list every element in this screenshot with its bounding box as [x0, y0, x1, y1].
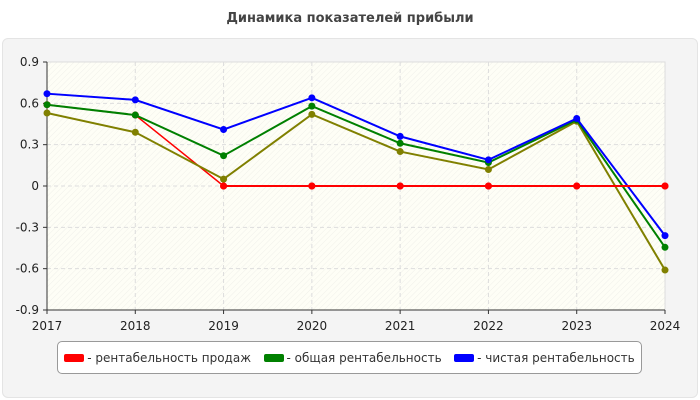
x-tick-label: 2017	[32, 319, 63, 333]
x-tick-label: 2020	[297, 319, 328, 333]
legend-label: - общая рентабельность	[286, 350, 442, 365]
series-line-3	[46, 92, 666, 237]
y-tick-label: -0.9	[16, 303, 39, 317]
legend-label: - рентабельность продаж	[87, 350, 252, 365]
data-point-1	[43, 109, 51, 117]
data-point-1	[484, 165, 492, 173]
data-point-0	[661, 182, 669, 190]
series-line-2	[46, 103, 666, 248]
data-point-1	[308, 110, 316, 118]
data-point-0	[573, 182, 581, 190]
data-point-3	[43, 90, 51, 98]
data-point-1	[661, 266, 669, 274]
data-point-3	[661, 232, 669, 240]
data-point-3	[573, 114, 581, 122]
x-tick-label: 2019	[208, 319, 239, 333]
x-tick-label: 2023	[561, 319, 592, 333]
data-point-3	[220, 126, 228, 134]
legend: - рентабельность продаж - общая рентабел…	[57, 341, 642, 374]
data-point-3	[131, 96, 139, 104]
data-point-3	[484, 156, 492, 164]
legend-item-sales[interactable]: - рентабельность продаж	[64, 351, 251, 365]
legend-swatch	[263, 353, 284, 362]
legend-item-total[interactable]: - общая рентабельность	[263, 350, 442, 365]
legend-swatch	[454, 353, 475, 362]
y-tick-label: 0.3	[20, 138, 39, 152]
data-point-1	[131, 128, 139, 136]
y-tick-label: 0	[31, 179, 39, 193]
legend-item-net[interactable]: - чистая рентабельность	[454, 351, 635, 365]
chart-title: Динамика показателей прибыли	[226, 11, 474, 26]
data-point-2	[131, 111, 139, 119]
data-point-2	[661, 243, 669, 251]
data-point-0	[396, 182, 404, 190]
data-point-2	[43, 101, 51, 109]
series-line-1	[46, 112, 666, 271]
data-point-1	[220, 175, 228, 183]
legend-label: - чистая рентабельность	[477, 350, 635, 365]
y-tick-label: 0.9	[20, 55, 39, 69]
x-tick-label: 2018	[120, 319, 151, 333]
y-tick-label: -0.6	[16, 262, 39, 276]
data-point-2	[396, 139, 404, 147]
legend-swatch	[64, 353, 85, 362]
data-point-0	[308, 182, 316, 190]
data-point-3	[308, 94, 316, 102]
data-point-0	[220, 182, 228, 190]
data-point-2	[308, 102, 316, 110]
x-tick-label: 2021	[385, 319, 416, 333]
y-tick-label: 0.6	[20, 96, 39, 110]
data-point-1	[396, 148, 404, 156]
data-point-2	[220, 152, 228, 160]
data-point-0	[484, 182, 492, 190]
y-tick-label: -0.3	[16, 220, 39, 234]
x-tick-label: 2022	[473, 319, 504, 333]
data-point-3	[396, 132, 404, 140]
x-tick-label: 2024	[650, 319, 681, 333]
